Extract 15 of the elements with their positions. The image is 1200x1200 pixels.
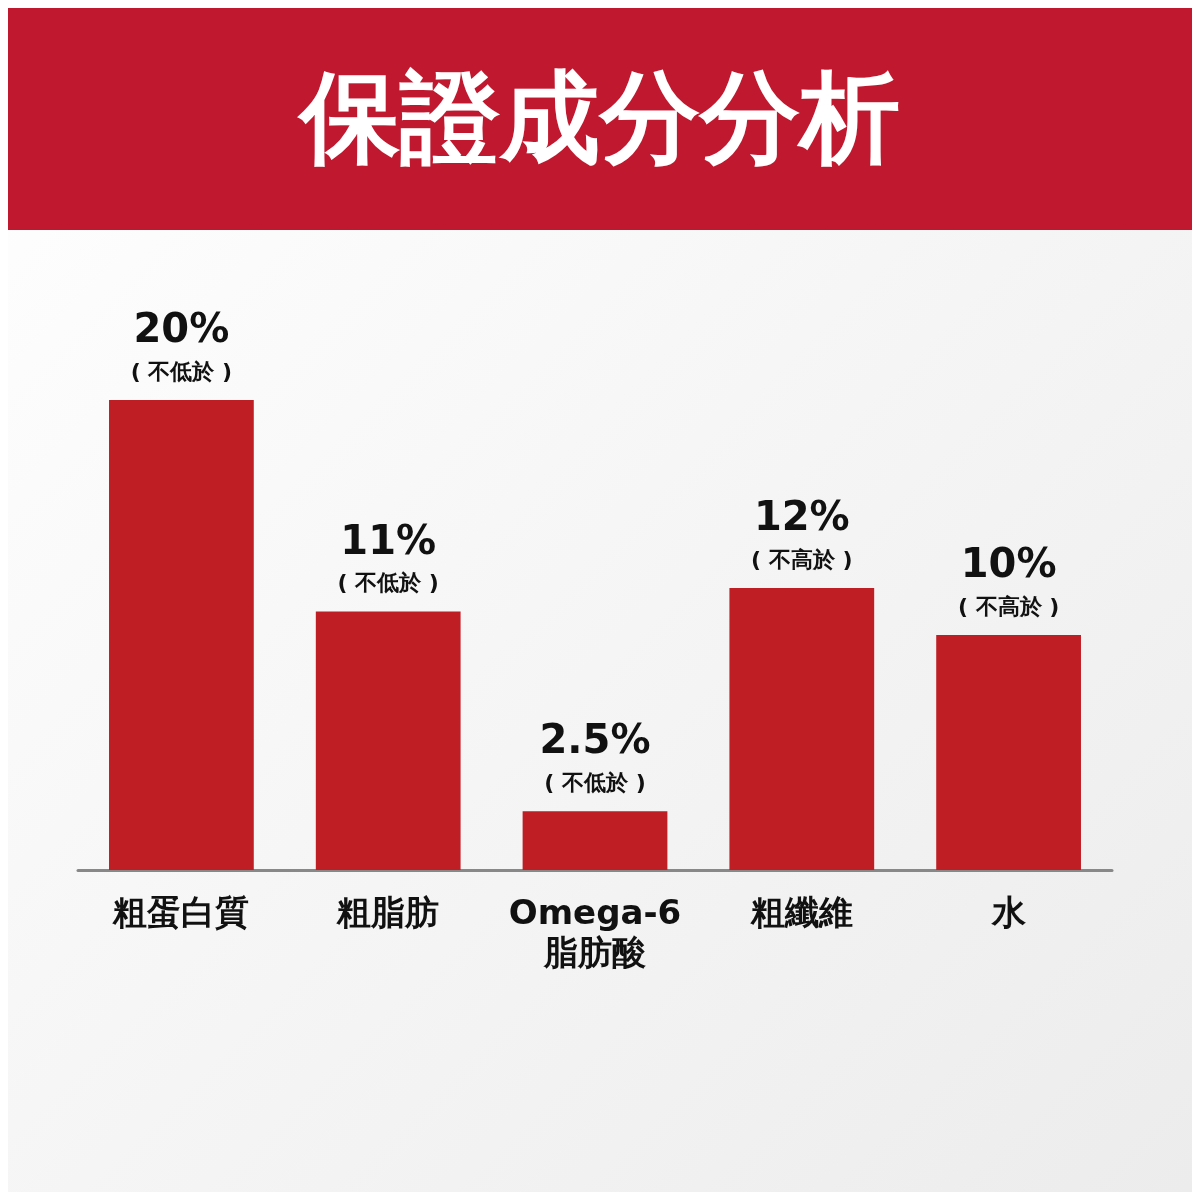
data-label: 10% ( 不高於 ) [957,540,1060,619]
bar [936,635,1081,870]
x-tick-label: 粗脂肪 [336,892,440,932]
x-tick-label: 水 [990,892,1026,932]
x-tick-label: Omega-6 脂肪酸 [508,892,682,972]
bar [522,811,668,870]
bar [729,588,875,870]
data-label: 11% ( 不低於 ) [337,516,439,595]
bar [109,400,254,870]
x-tick-label: 粗纖維 [749,892,853,932]
data-label: 2.5% ( 不低於 ) [539,716,651,795]
x-tick-label: 粗蛋白質 [112,892,250,932]
bar [315,611,461,870]
data-label: 12% ( 不高於 ) [751,493,853,572]
data-label: 20% ( 不低於 ) [130,305,233,384]
